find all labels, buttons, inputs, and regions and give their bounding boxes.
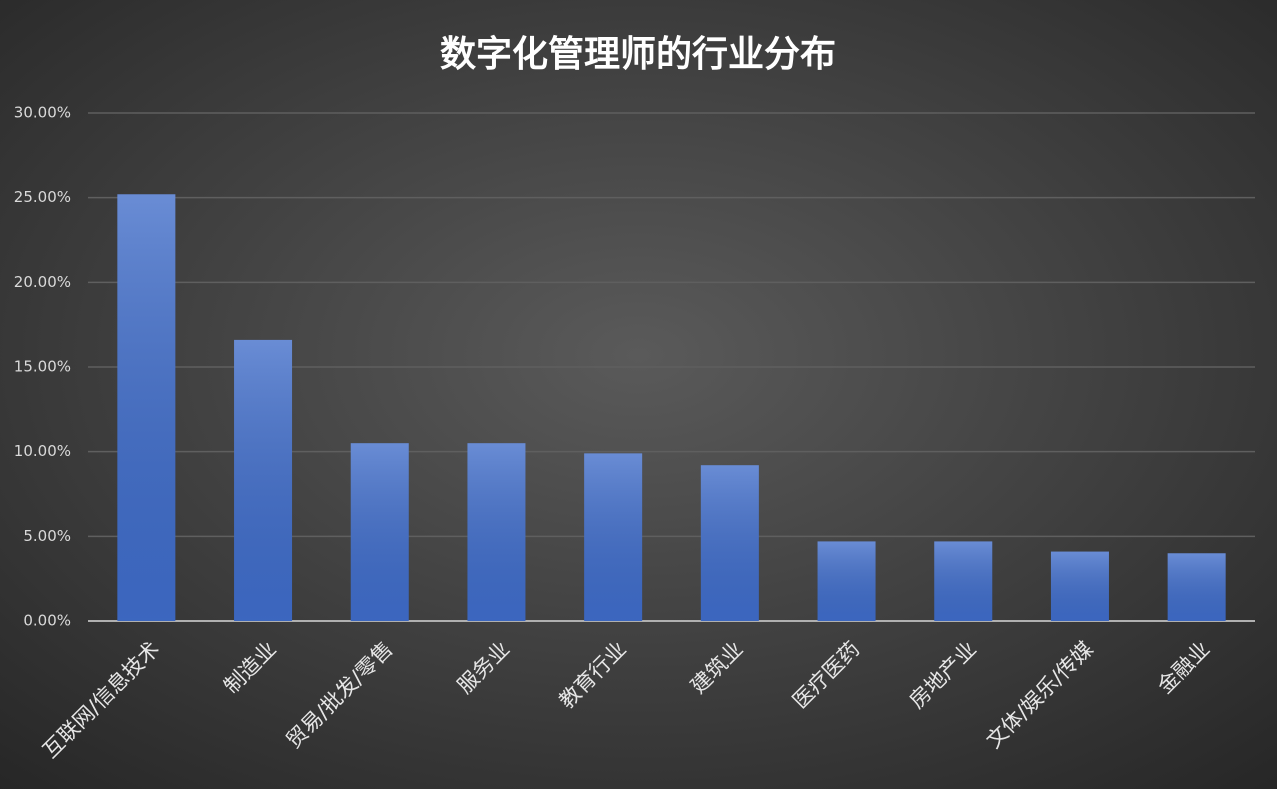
bar-shine	[1050, 551, 1109, 621]
bar-shine	[234, 339, 293, 621]
bar-shine	[1167, 553, 1226, 621]
bar-shine	[817, 541, 876, 621]
bar-shine	[117, 194, 176, 621]
y-tick-label: 30.00%	[14, 104, 71, 122]
y-tick-label: 25.00%	[14, 188, 71, 206]
y-tick-label: 0.00%	[23, 612, 71, 630]
y-tick-label: 5.00%	[23, 527, 71, 545]
bar-shine	[700, 465, 759, 621]
y-tick-label: 10.00%	[14, 442, 71, 460]
bar-shine	[350, 443, 409, 621]
y-tick-label: 15.00%	[14, 358, 71, 376]
y-tick-label: 20.00%	[14, 273, 71, 291]
bar-shine	[467, 443, 526, 621]
chart-title: 数字化管理师的行业分布	[440, 34, 836, 75]
bar-shine	[584, 453, 643, 621]
bar-shine	[934, 541, 993, 621]
